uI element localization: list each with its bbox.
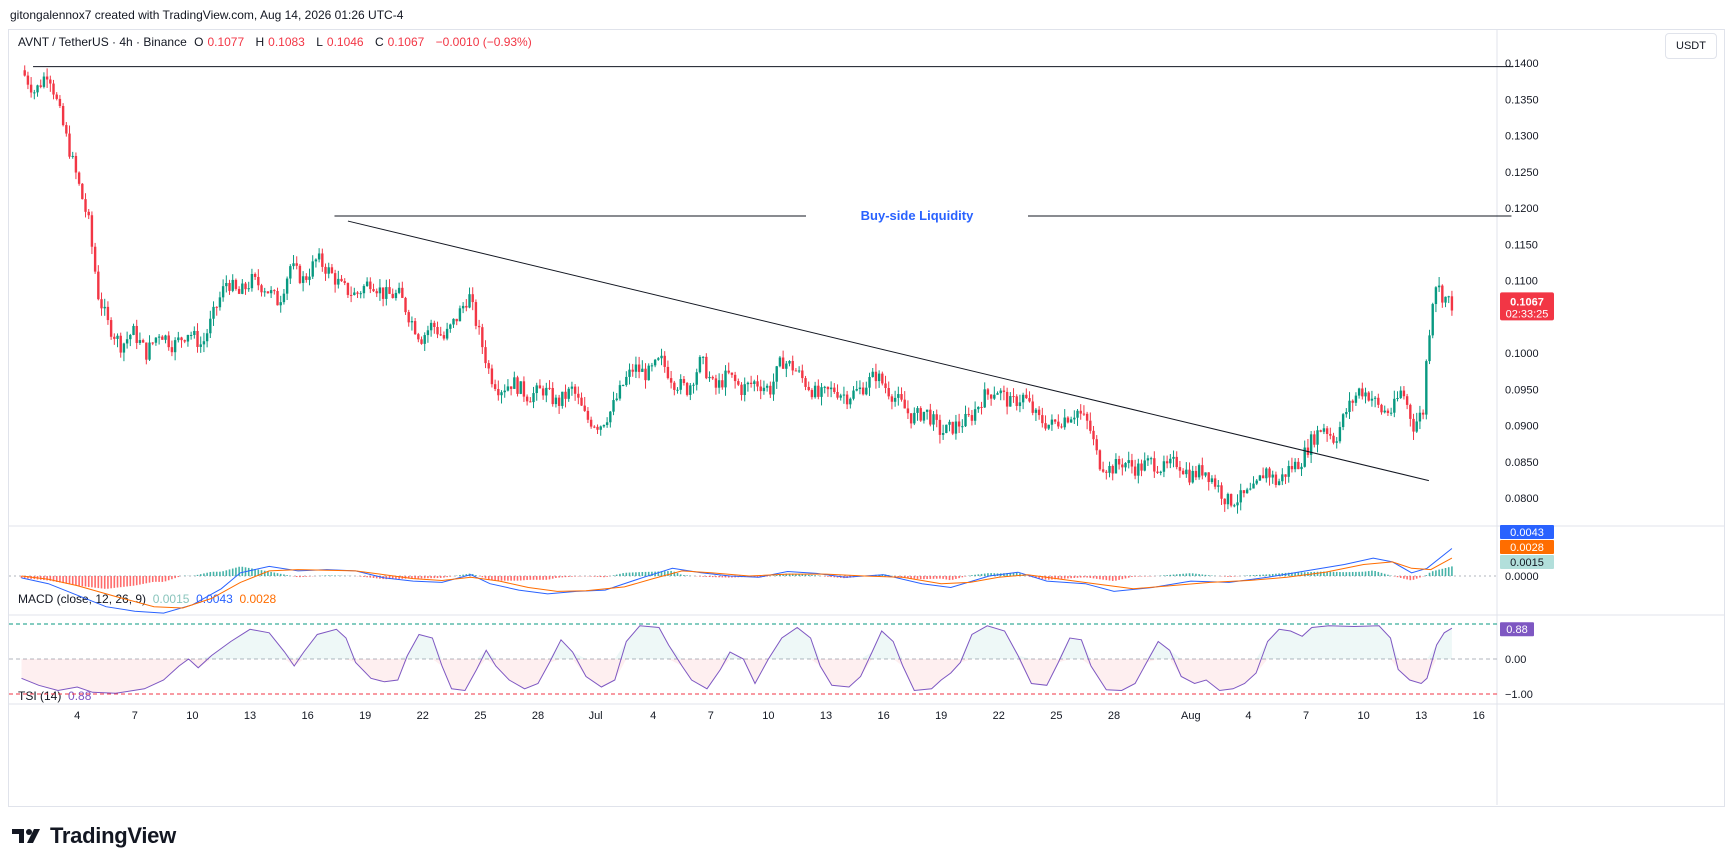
symbol-legend: AVNT / TetherUS · 4h · Binance O 0.1077 H… — [18, 35, 536, 49]
tradingview-logo[interactable]: TradingView — [12, 823, 176, 848]
low-label: L — [316, 35, 323, 49]
open-label: O — [194, 35, 204, 49]
change-value: −0.0010 (−0.93%) — [435, 35, 532, 49]
tsi-value: 0.88 — [68, 689, 92, 703]
tsi-legend: TSI (14) 0.88 — [18, 689, 91, 703]
macd-signal-value: 0.0028 — [239, 592, 277, 606]
tradingview-logo-text: TradingView — [50, 823, 176, 848]
open-value: 0.1077 — [207, 35, 245, 49]
tradingview-logo-icon — [12, 829, 40, 843]
currency-button[interactable]: USDT — [1665, 33, 1717, 59]
close-label: C — [374, 35, 384, 49]
attribution-text: gitongalennox7 created with TradingView.… — [10, 8, 404, 22]
chart-frame[interactable] — [8, 29, 1725, 807]
low-value: 0.1046 — [326, 35, 364, 49]
symbol-title: AVNT / TetherUS · 4h · Binance — [18, 35, 187, 49]
macd-line-value: 0.0043 — [196, 592, 233, 606]
tsi-title: TSI (14) — [18, 689, 62, 703]
macd-hist-value: 0.0015 — [152, 592, 190, 606]
macd-legend: MACD (close, 12, 26, 9) 0.0015 0.0043 0.… — [18, 592, 276, 606]
close-value: 0.1067 — [387, 35, 425, 49]
macd-title: MACD (close, 12, 26, 9) — [18, 592, 147, 606]
high-value: 0.1083 — [268, 35, 305, 49]
high-label: H — [255, 35, 265, 49]
